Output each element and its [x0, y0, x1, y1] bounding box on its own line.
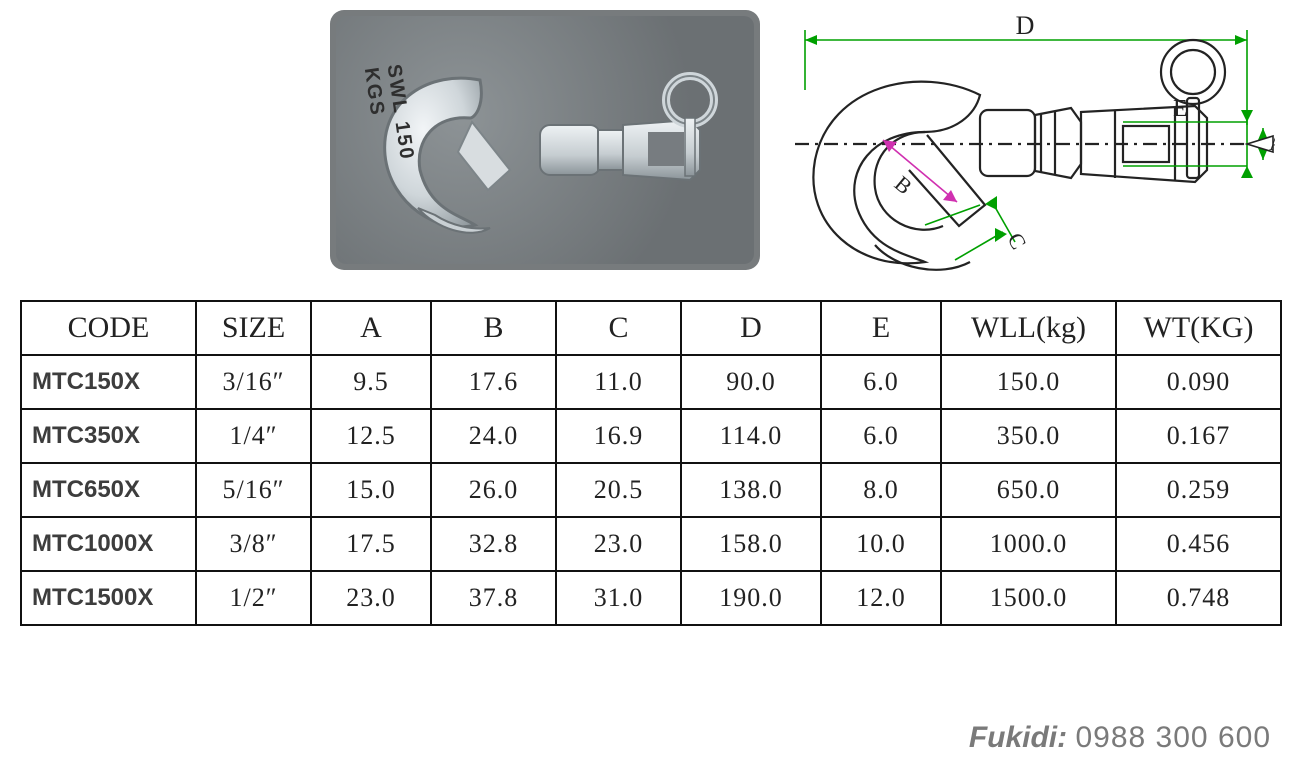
cell-c: 16.9	[556, 409, 681, 463]
figure-row: SWL 150 KGS D	[0, 10, 1299, 280]
cell-d: 158.0	[681, 517, 821, 571]
table-row: MTC1500X 1/2″ 23.0 37.8 31.0 190.0 12.0 …	[21, 571, 1281, 625]
dim-label-d: D	[1016, 11, 1035, 40]
footer-contact: Fukidi: 0988 300 600	[969, 721, 1271, 755]
cell-wll: 150.0	[941, 355, 1116, 409]
cell-b: 37.8	[431, 571, 556, 625]
cell-d: 90.0	[681, 355, 821, 409]
dim-label-a: A	[1269, 133, 1275, 155]
cell-code: MTC1500X	[21, 571, 196, 625]
cell-wll: 1000.0	[941, 517, 1116, 571]
table-row: MTC350X 1/4″ 12.5 24.0 16.9 114.0 6.0 35…	[21, 409, 1281, 463]
page-root: SWL 150 KGS D	[0, 0, 1299, 773]
cell-code: MTC350X	[21, 409, 196, 463]
cell-e: 10.0	[821, 517, 941, 571]
cell-e: 12.0	[821, 571, 941, 625]
cell-wt: 0.259	[1116, 463, 1281, 517]
col-a: A	[311, 301, 431, 355]
cell-wll: 650.0	[941, 463, 1116, 517]
col-code: CODE	[21, 301, 196, 355]
cell-c: 23.0	[556, 517, 681, 571]
cell-e: 6.0	[821, 355, 941, 409]
footer-brand: Fukidi:	[969, 721, 1067, 754]
cell-wt: 0.090	[1116, 355, 1281, 409]
table-row: MTC1000X 3/8″ 17.5 32.8 23.0 158.0 10.0 …	[21, 517, 1281, 571]
col-size: SIZE	[196, 301, 311, 355]
cell-e: 8.0	[821, 463, 941, 517]
cell-b: 26.0	[431, 463, 556, 517]
cell-wll: 350.0	[941, 409, 1116, 463]
cell-size: 1/2″	[196, 571, 311, 625]
cell-wll: 1500.0	[941, 571, 1116, 625]
cell-code: MTC650X	[21, 463, 196, 517]
col-e: E	[821, 301, 941, 355]
spec-table-wrap: CODE SIZE A B C D E WLL(kg) WT(KG) MTC15…	[20, 300, 1280, 626]
spec-header-row: CODE SIZE A B C D E WLL(kg) WT(KG)	[21, 301, 1281, 355]
cell-c: 31.0	[556, 571, 681, 625]
technical-drawing: D	[775, 10, 1275, 280]
col-d: D	[681, 301, 821, 355]
dim-label-e: E	[1173, 96, 1188, 122]
col-wt: WT(KG)	[1116, 301, 1281, 355]
cell-wt: 0.167	[1116, 409, 1281, 463]
cell-code: MTC1000X	[21, 517, 196, 571]
col-b: B	[431, 301, 556, 355]
cell-d: 114.0	[681, 409, 821, 463]
col-wll: WLL(kg)	[941, 301, 1116, 355]
cell-wt: 0.456	[1116, 517, 1281, 571]
footer-phone: 0988 300 600	[1075, 721, 1271, 754]
cell-a: 23.0	[311, 571, 431, 625]
cell-wt: 0.748	[1116, 571, 1281, 625]
cell-c: 20.5	[556, 463, 681, 517]
cell-e: 6.0	[821, 409, 941, 463]
col-c: C	[556, 301, 681, 355]
cell-b: 32.8	[431, 517, 556, 571]
cell-size: 3/16″	[196, 355, 311, 409]
spec-tbody: MTC150X 3/16″ 9.5 17.6 11.0 90.0 6.0 150…	[21, 355, 1281, 625]
spec-table: CODE SIZE A B C D E WLL(kg) WT(KG) MTC15…	[20, 300, 1282, 626]
cell-c: 11.0	[556, 355, 681, 409]
cell-d: 138.0	[681, 463, 821, 517]
cell-a: 15.0	[311, 463, 431, 517]
table-row: MTC650X 5/16″ 15.0 26.0 20.5 138.0 8.0 6…	[21, 463, 1281, 517]
cell-size: 1/4″	[196, 409, 311, 463]
cell-a: 9.5	[311, 355, 431, 409]
cell-b: 17.6	[431, 355, 556, 409]
cell-a: 17.5	[311, 517, 431, 571]
cell-a: 12.5	[311, 409, 431, 463]
cell-size: 3/8″	[196, 517, 311, 571]
swivel-shape	[530, 70, 730, 230]
dim-label-c: C	[1003, 229, 1032, 254]
product-photo: SWL 150 KGS	[330, 10, 760, 270]
cell-size: 5/16″	[196, 463, 311, 517]
cell-d: 190.0	[681, 571, 821, 625]
cell-b: 24.0	[431, 409, 556, 463]
cell-code: MTC150X	[21, 355, 196, 409]
table-row: MTC150X 3/16″ 9.5 17.6 11.0 90.0 6.0 150…	[21, 355, 1281, 409]
